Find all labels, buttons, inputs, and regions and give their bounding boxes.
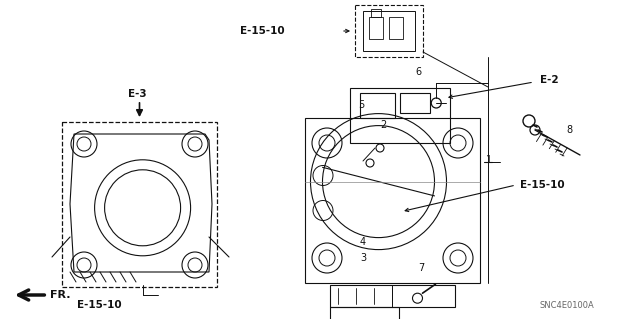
Text: E-15-10: E-15-10 [520,180,564,190]
Bar [350,88,450,143]
Text: 4: 4 [360,237,366,247]
Bar [369,17,383,39]
Text: 6: 6 [415,67,421,77]
Text: 8: 8 [566,125,572,135]
Text: E-15-10: E-15-10 [241,26,285,36]
Text: 1: 1 [486,155,492,165]
Text: 2: 2 [380,120,387,130]
Text: E-15-10: E-15-10 [77,300,122,310]
Text: E-3: E-3 [128,89,147,99]
Bar [360,93,395,118]
Bar [363,11,415,51]
Text: E-2: E-2 [540,75,559,85]
Text: SNC4E0100A: SNC4E0100A [540,300,595,309]
Bar [305,118,480,283]
Text: FR.: FR. [19,290,70,300]
Bar [355,5,423,57]
Text: 5: 5 [358,100,364,110]
Bar [389,17,403,39]
Bar [400,93,430,113]
Bar [330,307,399,319]
Text: 3: 3 [360,253,366,263]
Bar [371,9,381,17]
Text: 7: 7 [418,263,424,273]
Bar [330,285,455,307]
Bar [62,122,217,287]
